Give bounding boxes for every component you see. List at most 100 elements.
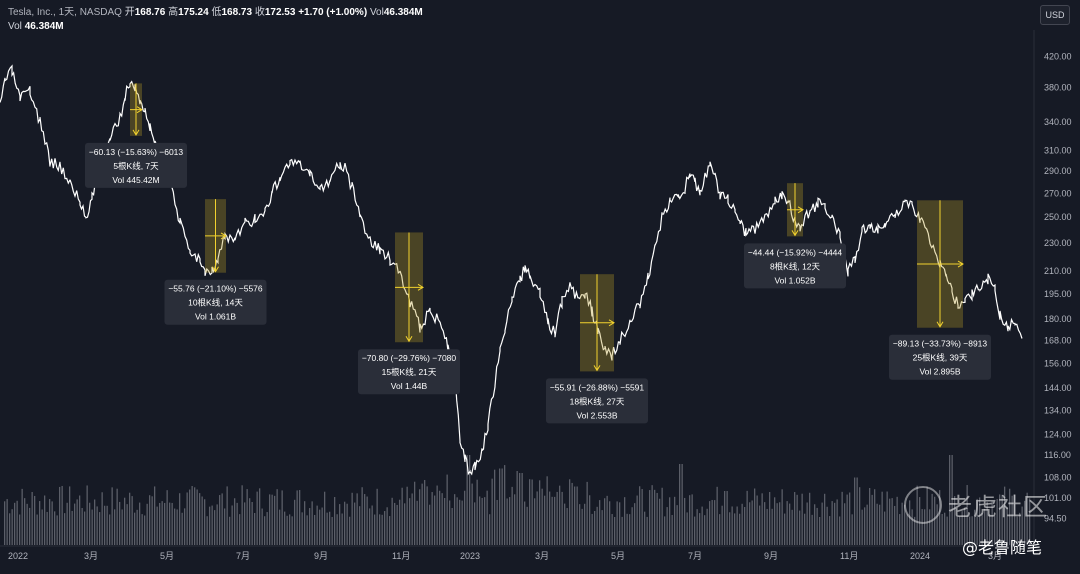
volume-bar (274, 495, 276, 545)
measure-label-line-3: Vol 1.052B (774, 275, 815, 285)
volume-bar (1011, 495, 1013, 545)
volume-bar (849, 492, 851, 545)
measure-label-box (546, 378, 648, 424)
volume-bar (466, 455, 468, 545)
x-tick-label: 9月 (764, 551, 778, 561)
volume-bar (554, 496, 556, 545)
volume-bar (834, 502, 836, 545)
volume-bar (306, 515, 308, 545)
volume-bar (964, 507, 966, 545)
x-tick-label: 11月 (392, 551, 410, 561)
measurement-annotations[interactable]: −60.13 (−15.63%) −6013 5根K线, 7天 Vol 445.42… (85, 83, 991, 424)
volume-bar (594, 510, 596, 545)
volume-bar (321, 507, 323, 545)
vol-row-label: Vol (8, 21, 22, 32)
volume-bar (991, 501, 993, 545)
volume-bar (811, 514, 813, 545)
volume-bar (21, 488, 23, 545)
volume-bar (196, 489, 198, 545)
arrow-right-icon (136, 106, 143, 114)
volume-bar (394, 502, 396, 545)
volume-bar (519, 473, 521, 545)
measure-annotation[interactable]: −70.80 (−29.76%) −7080 15根K线, 21天 Vol 1.44… (358, 232, 460, 395)
measure-annotation[interactable]: −60.13 (−15.63%) −6013 5根K线, 7天 Vol 445.42… (85, 83, 187, 188)
volume-bar (406, 486, 408, 545)
volume-bar (756, 495, 758, 545)
volume-bar (584, 503, 586, 545)
volume-bar (814, 504, 816, 545)
volume-bar (164, 502, 166, 545)
measure-label-box (889, 334, 991, 380)
volume-bar (866, 504, 868, 545)
measure-label-line-1: −44.44 (−15.92%) −4444 (748, 247, 843, 257)
volume-bar (949, 455, 951, 545)
volume-bar (641, 489, 643, 545)
volume-bar (729, 512, 731, 545)
volume-bar (116, 488, 118, 545)
volume-bar (211, 505, 213, 545)
volume-bar (404, 503, 406, 545)
volume-bar (716, 486, 718, 545)
volume-bar (741, 503, 743, 545)
volume-bar (751, 500, 753, 545)
volume-bar (604, 498, 606, 545)
volume-bar (61, 485, 63, 545)
volume-bar (31, 491, 33, 545)
volume-bar (714, 500, 716, 545)
volume-bar (556, 491, 558, 545)
volume-bar (299, 490, 301, 545)
volume-bar (94, 499, 96, 545)
volume-bar (331, 516, 333, 545)
volume-bar (9, 513, 11, 545)
volume-bar (1024, 500, 1026, 545)
volume-bar (719, 514, 721, 545)
volume-bar (396, 504, 398, 545)
volume-bar (771, 508, 773, 545)
volume-bar (389, 516, 391, 545)
close-value: 172.53 (264, 7, 296, 18)
volume-bar (491, 478, 493, 545)
measure-annotation[interactable]: −89.13 (−33.73%) −8913 25根K线, 39天 Vol 2.89… (889, 200, 991, 380)
volume-bar (369, 508, 371, 545)
volume-bar (86, 485, 88, 545)
volume-bar (276, 489, 278, 545)
high-label: 高 (168, 7, 179, 18)
volume-bar (171, 502, 173, 545)
measure-annotation[interactable]: −55.76 (−21.10%) −5576 10根K线, 14天 Vol 1.06… (164, 199, 267, 325)
volume-bar (409, 498, 411, 545)
volume-bar (206, 516, 208, 545)
volume-bar (686, 512, 688, 545)
volume-bar (426, 486, 428, 545)
volume-bar (294, 499, 296, 545)
volume-bar (236, 502, 238, 545)
y-tick-label: 168.00 (1044, 335, 1072, 345)
volume-bar (316, 505, 318, 545)
volume-bar (169, 502, 171, 545)
volume-bar (619, 502, 621, 545)
volume-bar (534, 498, 536, 545)
volume-bar (509, 497, 511, 545)
time-axis[interactable]: 2022 3月 5月 7月 9月 11月 2023 3月 5月 7月 9月 11月 2024 3月 (8, 551, 1002, 561)
volume-bar (99, 512, 101, 545)
volume-bar (644, 511, 646, 545)
measure-annotation[interactable]: −55.91 (−26.88%) −5591 18根K线, 27天 Vol 2.55… (546, 274, 648, 424)
volume-bar (481, 497, 483, 545)
measure-label-line-1: −55.76 (−21.10%) −5576 (168, 284, 263, 294)
currency-button[interactable]: USD (1040, 5, 1070, 25)
measure-annotation[interactable]: −44.44 (−15.92%) −4444 8根K线, 12天 Vol 1.052… (744, 183, 846, 289)
y-tick-label: 270.00 (1044, 188, 1072, 198)
volume-bar (879, 504, 881, 545)
x-tick-label: 2022 (8, 551, 28, 561)
volume-bar (229, 516, 231, 545)
volume-bar (131, 496, 133, 545)
volume-bar (734, 513, 736, 545)
volume-bar (819, 516, 821, 545)
volume-bar (176, 509, 178, 545)
volume-bar (836, 499, 838, 545)
price-axis[interactable]: 420.00 380.00 340.00 310.00 290.00 270.00 250.… (1044, 51, 1072, 523)
measure-label-box (358, 349, 460, 395)
volume-bar (281, 490, 283, 545)
volume-bar (724, 491, 726, 545)
